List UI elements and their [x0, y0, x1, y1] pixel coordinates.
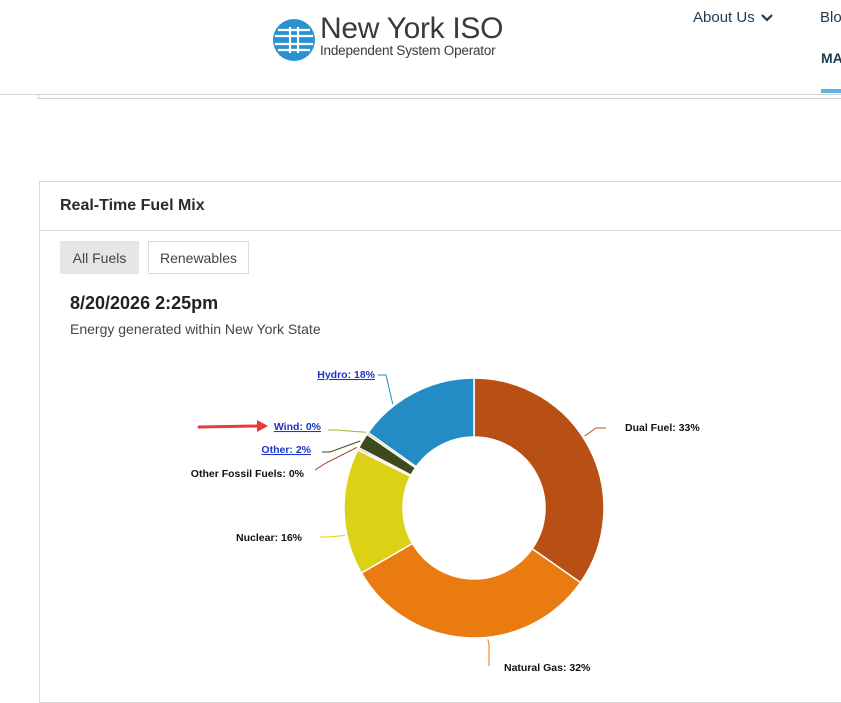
nyiso-logo[interactable]: New York ISO Independent System Operator [271, 12, 504, 64]
chevron-down-icon [760, 13, 773, 22]
nav-about-us[interactable]: About Us [693, 9, 773, 26]
tab-renewables[interactable]: Renewables [148, 241, 249, 274]
slice-dual-fuel[interactable] [473, 377, 605, 584]
data-label-other-fossil-fuels: Other Fossil Fuels: 0% [191, 468, 305, 480]
nav-blog[interactable]: Blo [820, 9, 841, 26]
content-divider [38, 94, 841, 99]
panel-header: Real-Time Fuel Mix [40, 182, 841, 231]
data-label-wind[interactable]: Wind: 0% [274, 421, 322, 433]
data-label-dual-fuel: Dual Fuel: 33% [625, 422, 700, 434]
connector-natural-gas [487, 639, 490, 666]
connector-hydro [378, 374, 394, 405]
panel-title: Real-Time Fuel Mix [60, 197, 205, 214]
slice-nuclear[interactable] [343, 448, 414, 575]
connector-wind [328, 429, 366, 433]
connector-other-fossil-fuels [314, 447, 357, 471]
site-header: New York ISO Independent System Operator… [0, 0, 841, 95]
timestamp: 8/20/2026 2:25pm [70, 293, 219, 313]
red-arrow-icon [197, 420, 268, 432]
data-label-other[interactable]: Other: 2% [261, 444, 311, 456]
connector-other [322, 440, 361, 453]
logo-subtitle: Independent System Operator [320, 43, 496, 58]
logo-title: New York ISO [320, 12, 504, 45]
fuel-mix-donut-chart: Dual Fuel: 33% Natural Gas: 32% Nuclear: 1… [191, 369, 701, 674]
nav-markets[interactable]: MA [821, 50, 841, 66]
data-label-natural-gas: Natural Gas: 32% [504, 662, 591, 674]
data-label-nuclear: Nuclear: 16% [236, 532, 303, 544]
chart-subtitle: Energy generated within New York State [70, 321, 321, 337]
slice-hydro[interactable] [367, 377, 475, 468]
tab-all-fuels[interactable]: All Fuels [60, 241, 139, 274]
data-label-hydro[interactable]: Hydro: 18% [317, 369, 375, 381]
nav-active-indicator [821, 89, 841, 93]
slice-natural-gas[interactable] [360, 542, 582, 639]
connector-nuclear [320, 534, 345, 538]
nav-about-label: About Us [693, 9, 755, 26]
connector-dual-fuel [584, 427, 606, 437]
globe-logo-icon [273, 19, 315, 61]
